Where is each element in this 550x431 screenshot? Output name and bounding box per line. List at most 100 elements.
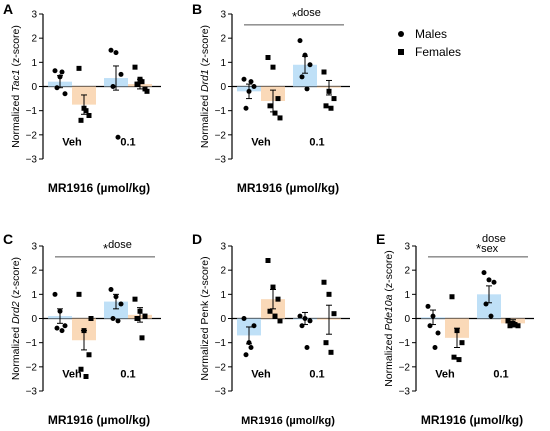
male-point [118,71,124,77]
male-point [246,340,252,346]
male-point [52,68,58,74]
significance-label-top: dose [482,233,506,245]
y-tick-label: 2 [31,266,37,277]
category-label: 0.1 [120,369,135,381]
male-point [62,91,68,97]
female-point [76,291,82,297]
female-point [328,105,334,111]
male-point [435,330,441,336]
male-point [488,313,494,319]
panels: A −3 −2 −1 0 1 2 3 Veh 0.1 MR1916 (µmol/kg) Normali… [3,1,534,427]
panel-letter: B [192,1,202,17]
female-point [451,354,457,360]
male-point [491,279,497,285]
y-tick-label: 0 [220,314,226,325]
male-point [57,308,63,314]
female-point [267,103,273,109]
male-point [110,316,116,321]
female-point [326,291,332,297]
female-point [270,64,276,70]
female-point [265,55,271,60]
y-axis-title: Normalized Penk (z-score) [199,256,211,380]
male-point [304,345,310,350]
y-tick-label: 2 [220,266,226,277]
female-point [277,318,283,324]
female-point [83,108,89,114]
x-axis-title: MR1916 (µmol/kg) [237,181,339,195]
male-point [304,86,310,92]
female-point [275,96,281,102]
panel-a: A −3 −2 −1 0 1 2 3 Veh 0.1 MR1916 (µmol/kg) Normali… [3,1,161,195]
female-point [275,296,281,302]
female-point [321,279,327,285]
female-point [267,308,273,314]
male-point [113,294,119,300]
category-label: Veh [62,369,82,381]
female-point [449,294,455,300]
female-point [86,113,92,118]
y-tick-label: −2 [399,362,411,373]
legend-males-marker [398,31,404,37]
female-point [272,110,278,116]
female-point [76,65,82,71]
y-tick-label: −1 [26,106,38,117]
female-point [83,374,89,379]
x-axis-title: MR1916 (µmol/kg) [48,181,150,195]
y-tick-label: 3 [31,242,37,253]
male-point [486,277,492,283]
male-point [246,88,252,94]
male-point [251,323,257,329]
panel-letter: D [192,231,202,247]
female-point [331,96,337,102]
female-point [86,352,92,358]
female-point [456,357,462,363]
y-tick-label: 3 [31,10,37,21]
category-label: Veh [435,369,455,381]
panel-letter: A [3,1,13,17]
female-point [321,69,327,75]
female-point [323,340,329,346]
y-tick-label: 2 [404,266,410,277]
male-point [430,313,436,319]
male-point [54,85,60,91]
female-point [137,308,143,314]
category-label: Veh [62,137,82,149]
female-point [454,328,460,334]
y-tick-label: −1 [215,106,227,117]
female-point [512,322,518,328]
male-point [118,301,124,307]
male-point [62,323,68,329]
male-point [425,303,431,309]
significance-label: *dose [103,239,132,256]
panel-letter: E [376,231,385,247]
y-tick-label: −2 [215,362,227,373]
y-axis-title: Normalized Pde10a (z-score) [383,250,395,387]
female-point [78,366,84,372]
category-label: 0.1 [309,137,324,149]
y-tick-label: 1 [220,58,226,69]
female-point [132,296,138,302]
female-point [515,323,521,329]
male-point [113,50,119,56]
y-tick-label: 0 [220,82,226,93]
panel-c: C −3 −2 −1 0 1 2 3 Veh 0.1 MR1916 (µmol/kg) Normali… [3,231,161,427]
female-point [459,340,465,346]
male-point [241,316,247,321]
y-tick-label: −1 [215,338,227,349]
male-point [59,69,65,75]
y-tick-label: 1 [220,290,226,301]
female-point [326,88,332,94]
y-tick-label: −1 [26,338,38,349]
y-tick-label: 0 [31,82,37,93]
legend-females-label: Females [415,45,461,59]
category-label: 0.1 [309,369,324,381]
y-tick-label: 1 [31,290,37,301]
y-tick-label: 3 [220,10,226,21]
legend-males-label: Males [415,27,447,41]
panel-d: D −3 −2 −1 0 1 2 3 Veh 0.1 MR1916 (µmol/kg) Normali… [192,231,350,427]
y-tick-label: 3 [404,242,410,253]
female-point [134,316,140,321]
y-axis-title: Normalized Drd1 (z-score) [199,25,211,148]
panel-b: B −3 −2 −1 0 1 2 3 Veh 0.1 MR1916 (µmol/kg) Normali… [192,1,350,195]
